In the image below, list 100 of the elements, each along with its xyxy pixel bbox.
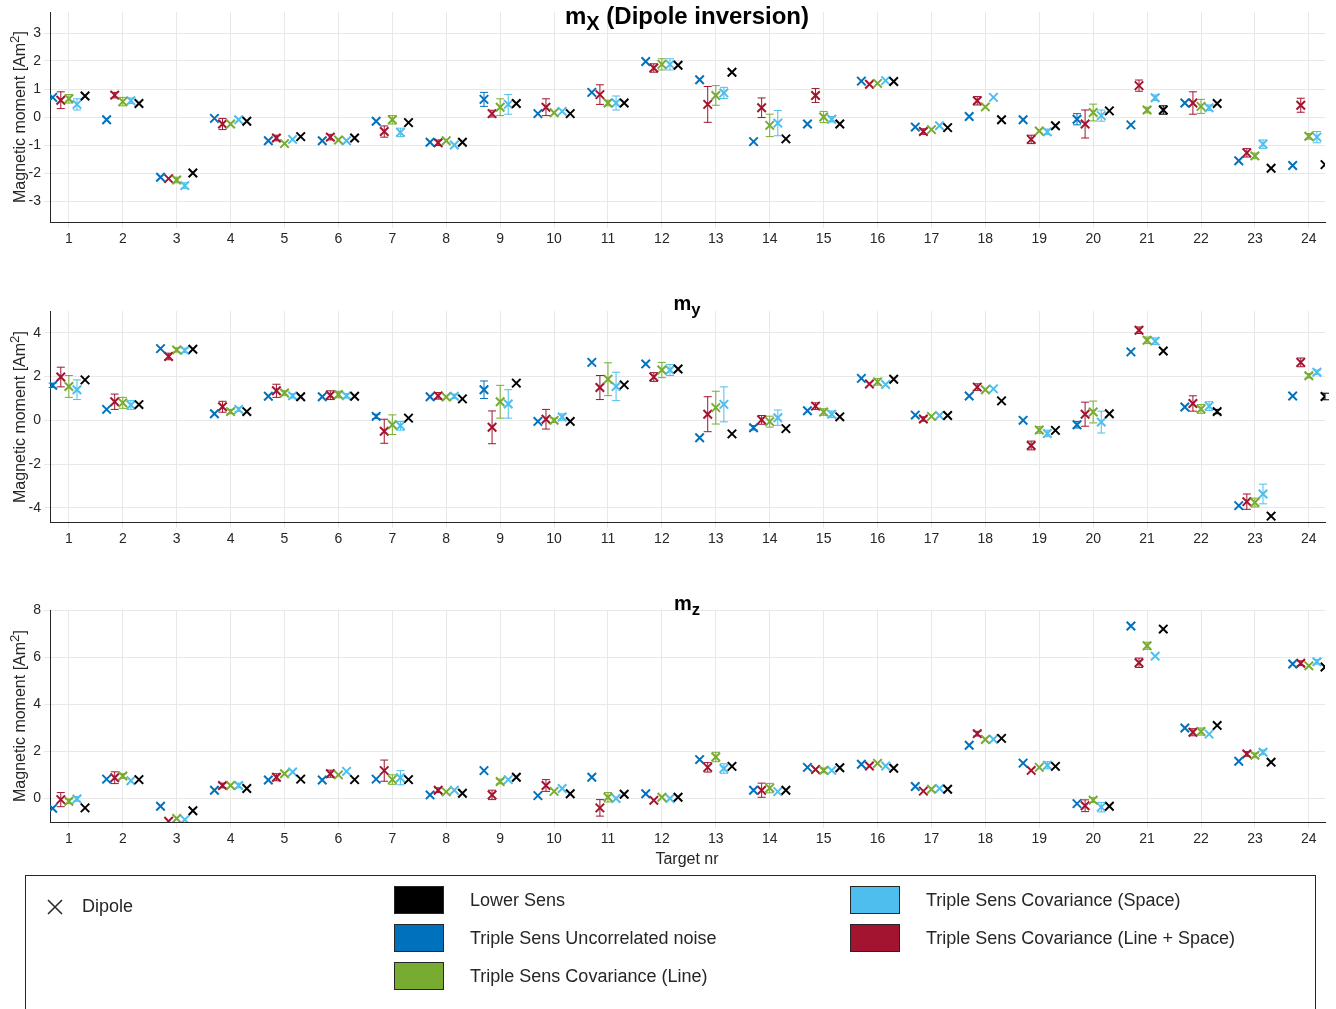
point: [565, 108, 576, 119]
x-tick-label: 11: [600, 830, 616, 847]
point: [494, 101, 506, 113]
x-tick-label: 19: [1031, 230, 1048, 247]
y-tick-label: 1: [33, 79, 42, 96]
point: [802, 405, 813, 416]
x-tick-label: 18: [977, 530, 994, 547]
point: [656, 792, 668, 803]
point: [1017, 757, 1029, 769]
point: [155, 171, 166, 183]
point: [872, 758, 883, 769]
point: [926, 411, 937, 422]
point: [287, 134, 298, 145]
point: [772, 786, 784, 797]
point: [1096, 416, 1107, 428]
legend-label: Triple Sens Covariance (Space): [926, 889, 1181, 911]
point: [694, 432, 705, 444]
point: [424, 136, 436, 148]
y-tick-label: -2: [28, 454, 42, 471]
x-tick-label: 9: [496, 230, 505, 247]
point: [403, 117, 414, 128]
point: [610, 381, 622, 392]
point: [1179, 97, 1191, 109]
x-tick-label: 23: [1247, 230, 1263, 247]
point: [1265, 510, 1277, 522]
point: [565, 416, 576, 427]
point: [664, 793, 676, 804]
point: [942, 122, 953, 133]
point: [125, 775, 137, 787]
point: [503, 774, 514, 785]
point: [1050, 120, 1061, 131]
point: [1158, 623, 1169, 635]
point: [802, 118, 813, 130]
x-tick-label: 11: [600, 530, 616, 547]
point: [694, 74, 705, 85]
point: [702, 408, 713, 420]
point: [511, 772, 522, 783]
point: [532, 108, 544, 119]
point: [379, 765, 390, 776]
point: [694, 754, 705, 765]
x-tick-label: 2: [118, 830, 127, 847]
point: [1079, 118, 1091, 130]
point: [672, 363, 684, 375]
x-tick-label: 6: [334, 230, 343, 247]
point: [586, 772, 598, 783]
point: [548, 786, 560, 797]
point: [1125, 620, 1137, 632]
point: [926, 784, 937, 795]
point: [279, 138, 290, 149]
point: [187, 805, 199, 816]
x-tick-label: 19: [1031, 530, 1048, 547]
point: [1179, 722, 1191, 734]
point: [55, 371, 67, 383]
x-tick-label: 9: [496, 530, 505, 547]
point: [279, 768, 290, 779]
legend-label: Triple Sens Covariance (Line): [470, 965, 708, 987]
point: [209, 408, 220, 420]
y-tick-label: 8: [33, 600, 42, 617]
point: [942, 410, 953, 421]
point: [1087, 406, 1099, 418]
x-tick-label: 5: [280, 530, 289, 547]
x-tick-label: 22: [1193, 230, 1209, 247]
point: [441, 391, 452, 403]
point: [1125, 119, 1137, 131]
point: [988, 92, 999, 103]
point: [926, 124, 937, 135]
point: [424, 391, 436, 402]
x-tick-label: 1: [64, 830, 73, 847]
point: [1087, 107, 1099, 118]
x-tick-label: 3: [172, 230, 181, 247]
point: [618, 379, 630, 391]
x-tick-label: 1: [64, 530, 73, 547]
point: [155, 800, 166, 812]
point: [996, 395, 1007, 407]
x-tick-label: 4: [226, 230, 235, 247]
point: [988, 383, 999, 395]
point: [602, 373, 614, 385]
x-tick-label: 13: [708, 530, 724, 547]
point: [424, 789, 436, 801]
x-tick-label: 24: [1301, 230, 1317, 247]
chart-title: m$_{X}$ (Dipole inversion): [563, 2, 810, 35]
x-tick-label: 11: [600, 230, 616, 247]
x-tick-label: 21: [1139, 830, 1156, 847]
x-tick-label: 13: [708, 830, 724, 847]
point: [187, 167, 199, 179]
y-tick-label: -3: [28, 191, 42, 208]
y-tick-label: 0: [33, 789, 42, 806]
point: [1149, 335, 1161, 347]
point: [594, 382, 606, 393]
point: [503, 99, 514, 110]
point: [333, 134, 344, 146]
point: [532, 416, 544, 427]
point: [295, 773, 306, 785]
point: [263, 391, 274, 402]
x-tick-label: 14: [761, 830, 778, 847]
x-tick-label: 2: [118, 230, 127, 247]
x-tick-label: 9: [496, 830, 505, 847]
point: [856, 373, 867, 384]
legend-label: Triple Sens Covariance (Line + Space): [926, 927, 1235, 949]
point: [1249, 497, 1261, 508]
